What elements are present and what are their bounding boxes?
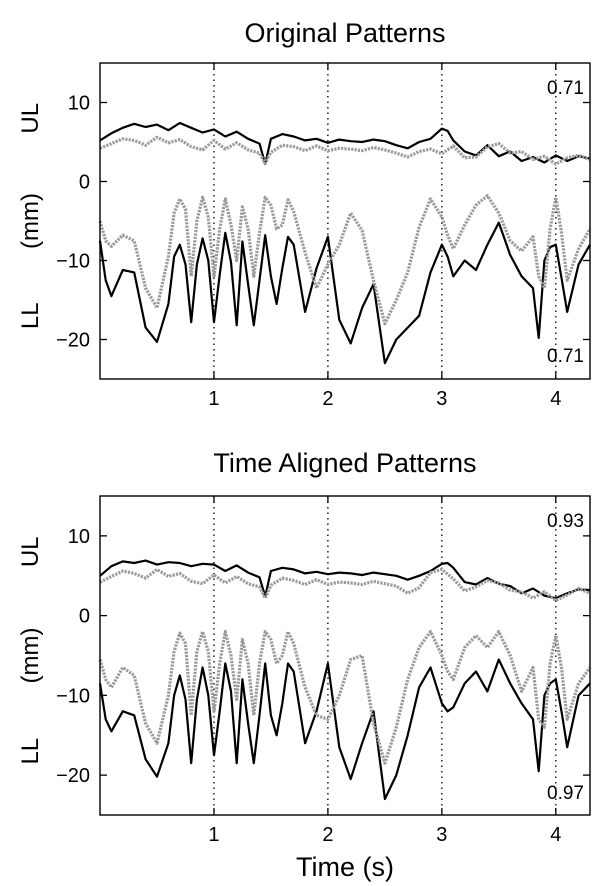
y-tick-label: −20 bbox=[56, 330, 90, 352]
ul-series-reference-line bbox=[99, 121, 591, 166]
panel-time-aligned-patterns: Time Aligned Patterns 1 2 3 4 −20 −10 0 10 UL (mm)… bbox=[17, 448, 592, 882]
x-tick-label: 4 bbox=[550, 388, 561, 410]
y-tick-label: −20 bbox=[56, 765, 90, 787]
y-tick-label: 10 bbox=[68, 526, 90, 548]
y-tick-label: 10 bbox=[68, 93, 90, 115]
correlation-lower-value: 0.71 bbox=[547, 346, 584, 367]
ul-series-comparison-line bbox=[99, 135, 591, 166]
panel-original-patterns: Original Patterns 1 2 3 4 −20 −10 0 10 UL (mm) LL 0.… bbox=[17, 18, 592, 410]
y-label-upper-lip: UL bbox=[17, 536, 44, 567]
y-label-lower-lip: LL bbox=[17, 738, 44, 765]
x-axis-label: Time (s) bbox=[296, 852, 394, 882]
ll-series-comparison-line bbox=[98, 194, 592, 326]
y-tick-label: 0 bbox=[79, 172, 90, 194]
x-tick-label: 3 bbox=[436, 388, 447, 410]
y-tick-label: −10 bbox=[56, 251, 90, 273]
x-tick-label: 3 bbox=[436, 824, 447, 846]
ll-series-comparison-line bbox=[98, 629, 592, 765]
y-label-units: (mm) bbox=[17, 628, 44, 684]
x-tick-label: 2 bbox=[322, 824, 333, 846]
y-tick-label: −10 bbox=[56, 685, 90, 707]
correlation-upper-value: 0.93 bbox=[547, 511, 584, 532]
x-tick-label: 1 bbox=[208, 388, 219, 410]
correlation-upper-value: 0.71 bbox=[547, 78, 584, 99]
axes-frame bbox=[99, 495, 591, 816]
chart-title: Original Patterns bbox=[244, 18, 445, 48]
axes-frame bbox=[99, 62, 591, 380]
x-tick-label: 4 bbox=[550, 824, 561, 846]
y-label-units: (mm) bbox=[17, 193, 44, 249]
y-label-lower-lip: LL bbox=[17, 302, 44, 329]
chart-title: Time Aligned Patterns bbox=[213, 448, 476, 478]
ul-series-comparison-line bbox=[99, 567, 591, 603]
ll-series-reference-line bbox=[98, 658, 591, 801]
ll-series-reference-line bbox=[98, 221, 591, 365]
correlation-lower-value: 0.97 bbox=[547, 783, 584, 804]
x-tick-label: 2 bbox=[322, 388, 333, 410]
y-tick-label: 0 bbox=[79, 606, 90, 628]
x-tick-label: 1 bbox=[208, 824, 219, 846]
y-label-upper-lip: UL bbox=[17, 103, 44, 134]
